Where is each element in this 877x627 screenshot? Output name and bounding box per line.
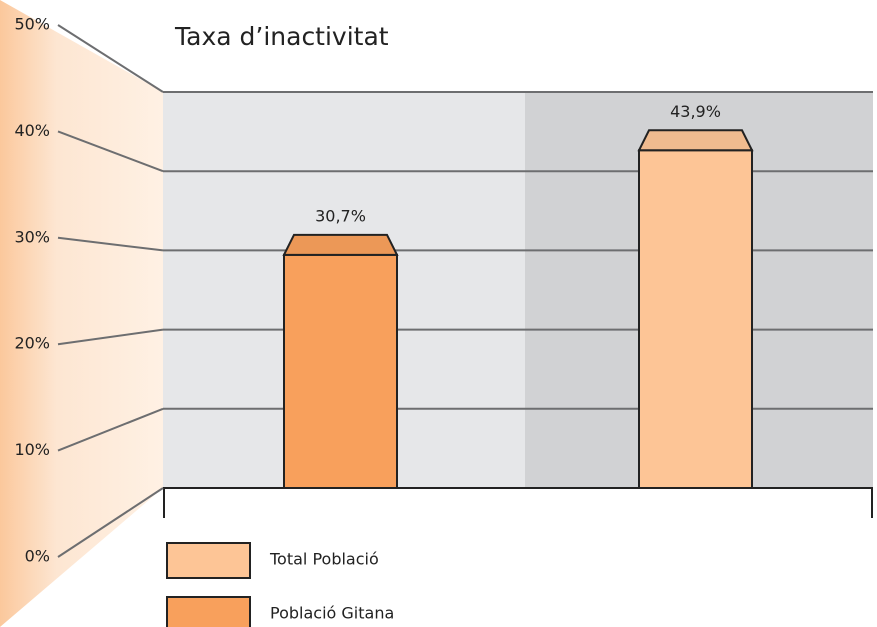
legend-swatch <box>166 596 251 627</box>
bar <box>638 149 753 489</box>
data-label: 43,9% <box>670 102 721 121</box>
y-tick-label: 40% <box>14 121 50 140</box>
legend-label: Total Població <box>269 550 379 569</box>
legend-label: Població Gitana <box>270 604 394 623</box>
bar-cap <box>282 233 399 256</box>
data-label: 30,7% <box>315 206 366 225</box>
grid-line <box>57 487 164 558</box>
y-tick-label: 30% <box>14 227 50 246</box>
grid-line <box>57 24 164 93</box>
legend-swatch <box>166 542 251 579</box>
y-tick-label: 0% <box>25 547 50 566</box>
grid-line <box>57 236 164 252</box>
bar <box>283 253 398 489</box>
y-tick-label: 20% <box>14 334 50 353</box>
chart-title: Taxa d’inactivitat <box>174 22 389 51</box>
grid-line <box>57 407 164 452</box>
side-wall <box>0 0 163 627</box>
y-tick-label: 10% <box>14 440 50 459</box>
grid-line <box>57 130 164 173</box>
grid-line <box>57 328 164 346</box>
bar-cap <box>637 129 754 152</box>
y-tick-label: 50% <box>14 15 50 34</box>
